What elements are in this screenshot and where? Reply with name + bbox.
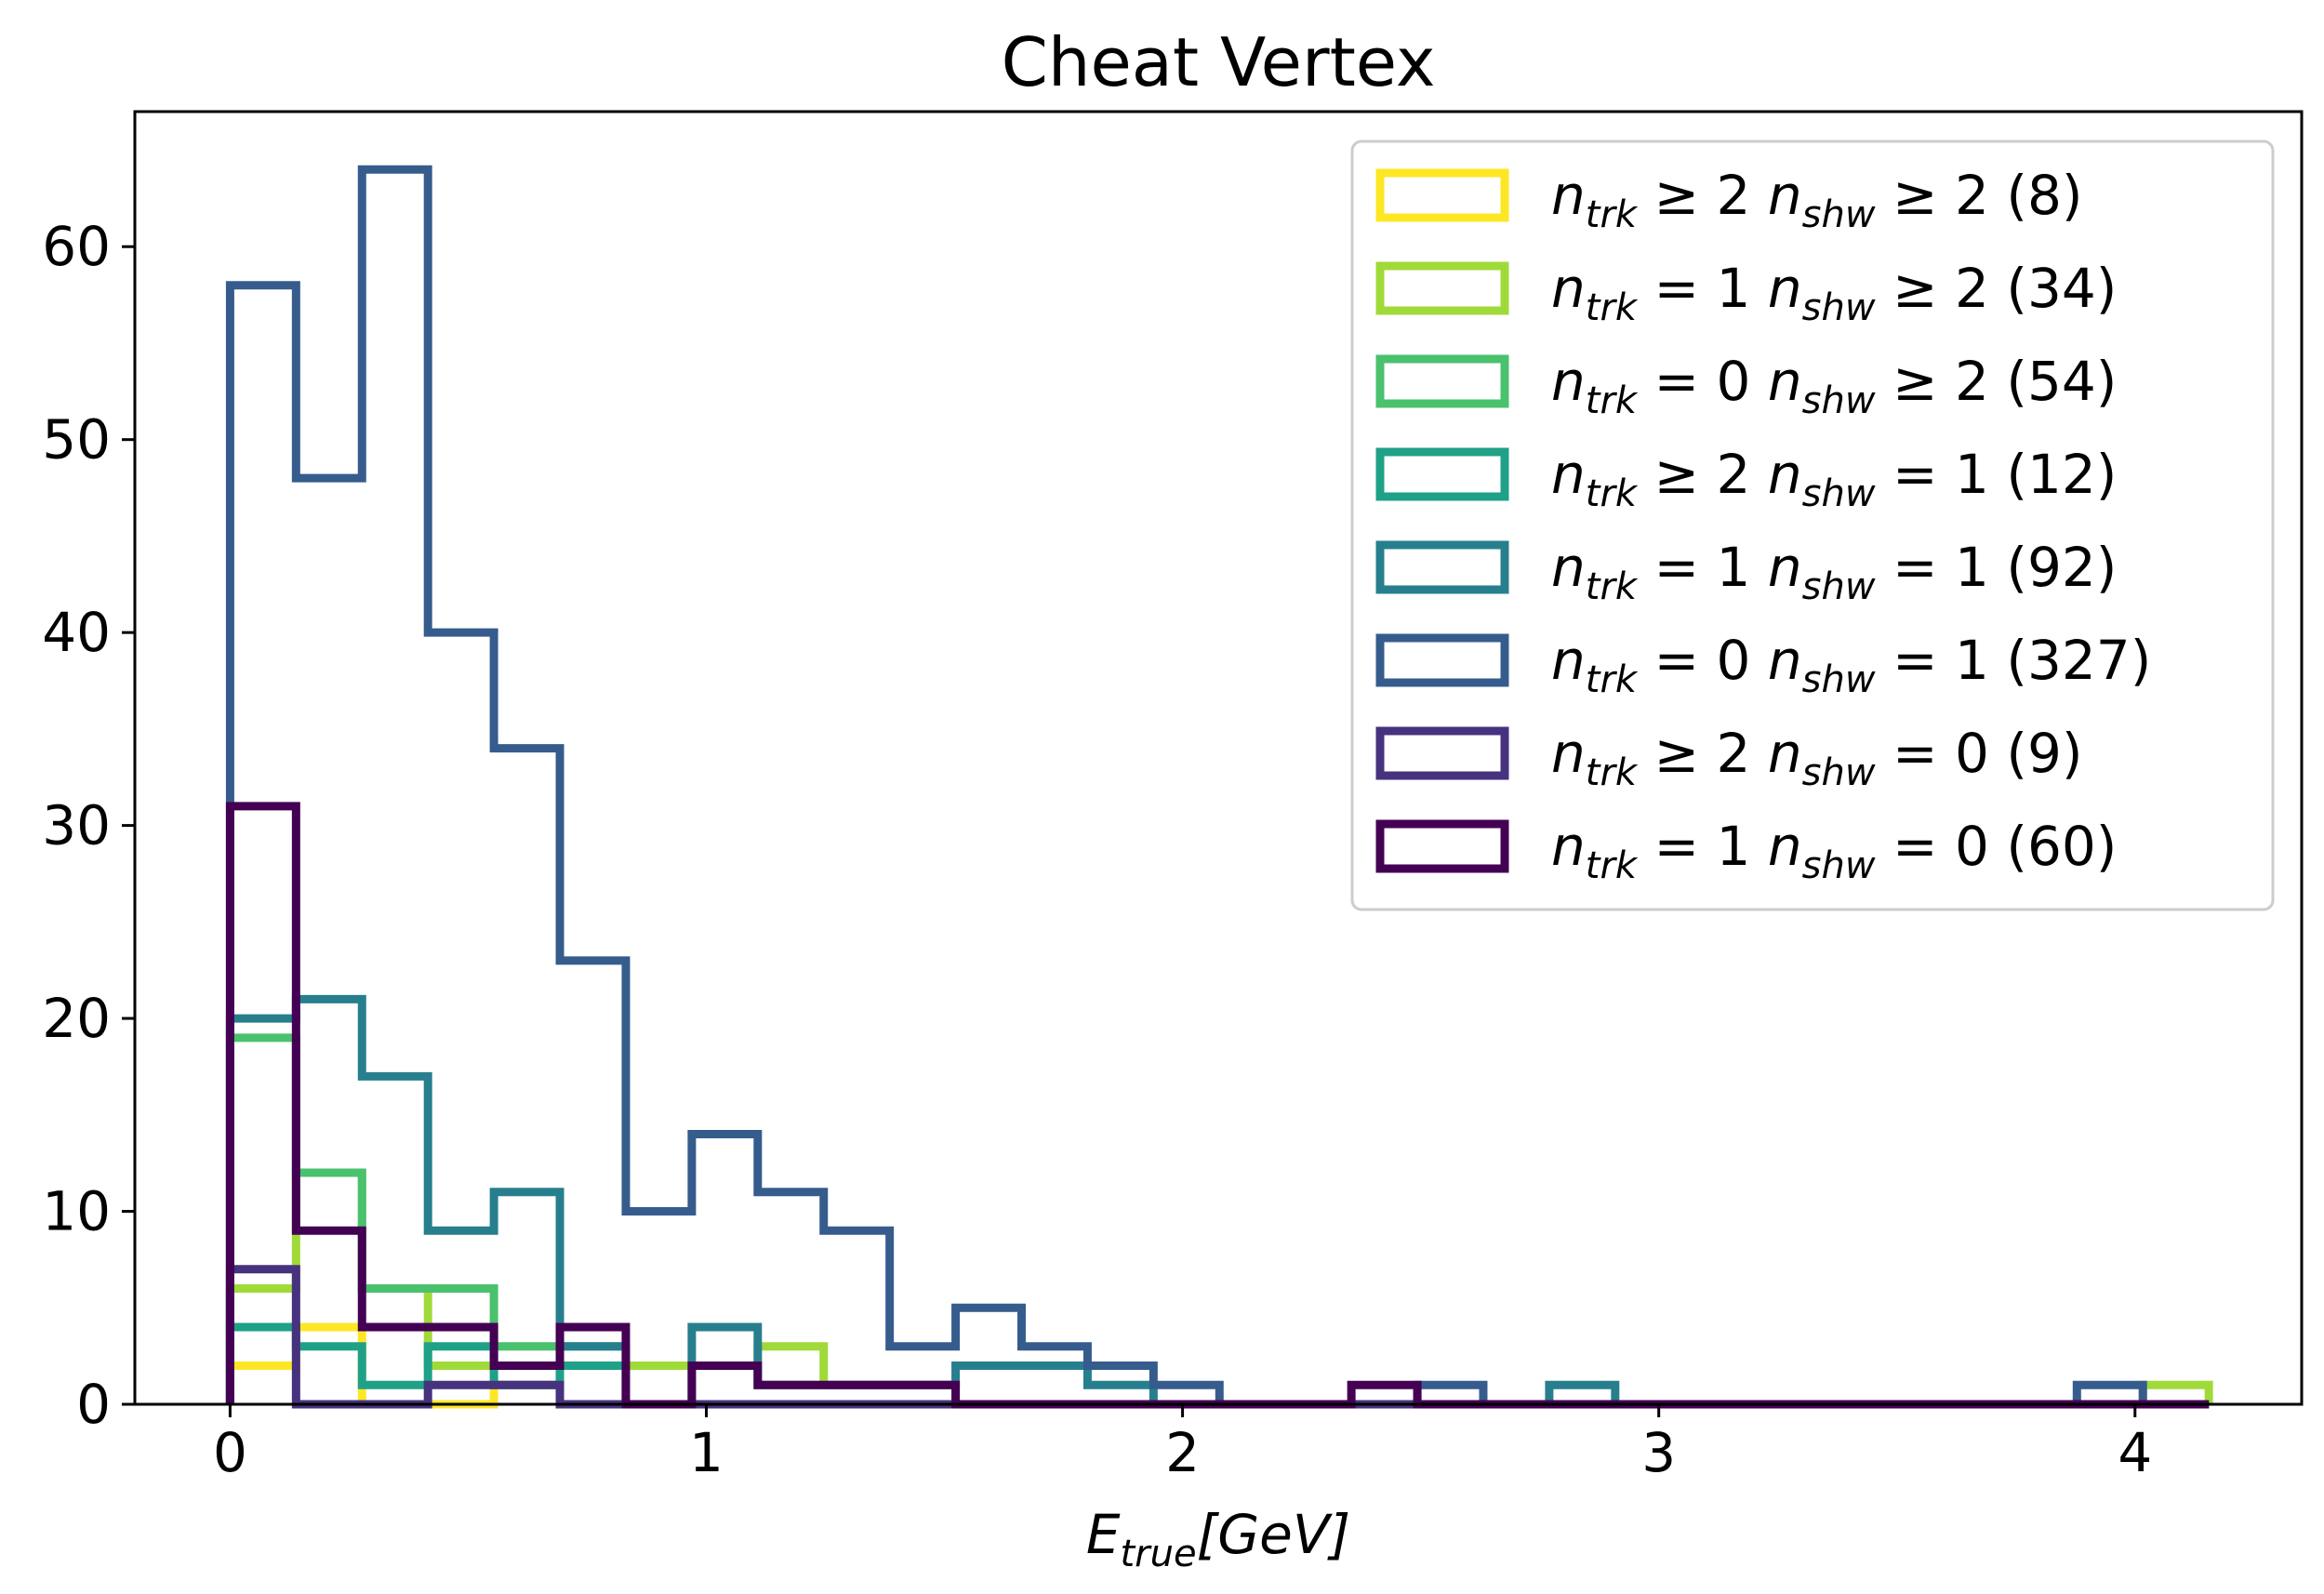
x-tick-label: 4 — [2118, 1421, 2152, 1484]
axes-frame — [133, 110, 2304, 1406]
y-axis: 0 10 20 30 40 50 60 — [42, 215, 135, 1436]
y-tick-label: 0 — [76, 1373, 111, 1436]
x-tick-label: 3 — [1641, 1421, 1676, 1484]
legend-entry-label: ntrk = 0 nshw = 1 (327) — [1551, 629, 2151, 701]
legend-entry-label: ntrk = 1 nshw = 1 (92) — [1551, 536, 2117, 608]
legend-swatch — [1375, 354, 1509, 408]
x-tick-label: 0 — [213, 1421, 247, 1484]
x-axis-label-rest: [GeV] — [1197, 1503, 1351, 1566]
x-axis: 0 1 2 3 4 — [213, 1404, 2152, 1484]
legend-entry-label: ntrk = 1 nshw = 0 (60) — [1551, 815, 2117, 887]
x-tick-label: 2 — [1165, 1421, 1200, 1484]
x-axis-label-sub: true — [1121, 1533, 1197, 1575]
legend-entry-label: ntrk ≥ 2 nshw = 0 (9) — [1551, 722, 2083, 794]
legend-box — [1350, 139, 2275, 911]
legend: ntrk ≥ 2 nshw ≥ 2 (8) ntrk = 1 nshw ≥ 2 (… — [1350, 139, 2275, 911]
y-tick-label: 40 — [42, 601, 111, 664]
legend-swatch — [1375, 819, 1509, 873]
legend-swatch — [1375, 540, 1509, 594]
chart-title: Cheat Vertex — [1002, 23, 1436, 101]
x-tick-label: 1 — [689, 1421, 724, 1484]
legend-entry-label: ntrk ≥ 2 nshw ≥ 2 (8) — [1551, 164, 2083, 236]
legend-entry-label: ntrk = 1 nshw ≥ 2 (34) — [1551, 257, 2117, 329]
legend-entry-label: ntrk = 0 nshw ≥ 2 (54) — [1551, 350, 2117, 422]
x-axis-label-main: E — [1086, 1503, 1121, 1566]
y-tick-label: 10 — [42, 1180, 111, 1243]
legend-swatch — [1375, 168, 1509, 222]
y-tick-label: 20 — [42, 987, 111, 1050]
legend-entry-label: ntrk ≥ 2 nshw = 1 (12) — [1551, 443, 2117, 515]
legend-swatch — [1375, 633, 1509, 687]
y-tick-label: 60 — [42, 215, 111, 278]
x-axis-label: Etrue[GeV] — [1086, 1503, 1350, 1575]
legend-swatch — [1375, 447, 1509, 501]
legend-swatch — [1375, 261, 1509, 315]
y-tick-label: 50 — [42, 408, 111, 472]
legend-swatch — [1375, 726, 1509, 780]
y-tick-label: 30 — [42, 794, 111, 857]
